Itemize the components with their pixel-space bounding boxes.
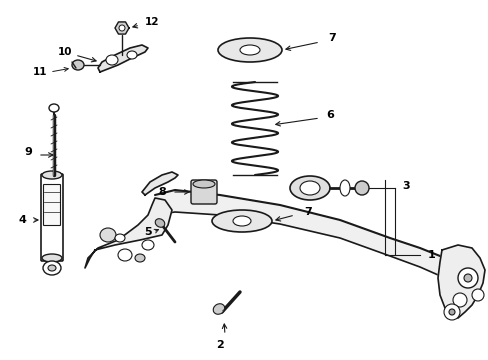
Ellipse shape: [299, 181, 319, 195]
Ellipse shape: [212, 210, 271, 232]
Ellipse shape: [155, 219, 164, 227]
Ellipse shape: [354, 181, 368, 195]
Ellipse shape: [106, 55, 118, 65]
Text: 9: 9: [24, 147, 32, 157]
Ellipse shape: [240, 45, 260, 55]
Text: 10: 10: [58, 47, 72, 57]
FancyBboxPatch shape: [41, 174, 63, 261]
Polygon shape: [155, 190, 459, 283]
Ellipse shape: [127, 51, 137, 59]
Text: 6: 6: [325, 110, 333, 120]
Ellipse shape: [463, 274, 471, 282]
Ellipse shape: [213, 304, 224, 314]
Polygon shape: [115, 22, 129, 34]
Ellipse shape: [118, 249, 132, 261]
Ellipse shape: [48, 265, 56, 271]
Ellipse shape: [43, 261, 61, 275]
Ellipse shape: [471, 289, 483, 301]
Text: 11: 11: [33, 67, 47, 77]
Text: 8: 8: [158, 187, 165, 197]
Ellipse shape: [289, 176, 329, 200]
Ellipse shape: [218, 38, 282, 62]
Polygon shape: [85, 198, 172, 268]
Ellipse shape: [193, 180, 215, 188]
Ellipse shape: [142, 240, 154, 250]
Polygon shape: [437, 245, 484, 318]
Ellipse shape: [119, 25, 125, 31]
Text: 12: 12: [144, 17, 159, 27]
Ellipse shape: [115, 234, 125, 242]
Ellipse shape: [443, 304, 459, 320]
Text: 2: 2: [216, 340, 224, 350]
Text: 5: 5: [144, 227, 151, 237]
Ellipse shape: [72, 60, 84, 70]
Text: 3: 3: [401, 181, 409, 191]
Text: 7: 7: [304, 207, 311, 217]
Polygon shape: [98, 45, 148, 72]
Ellipse shape: [42, 171, 62, 179]
Ellipse shape: [135, 254, 145, 262]
Ellipse shape: [452, 293, 466, 307]
FancyBboxPatch shape: [191, 180, 217, 204]
Ellipse shape: [448, 309, 454, 315]
Text: 1: 1: [427, 250, 435, 260]
Text: 4: 4: [18, 215, 26, 225]
Text: 7: 7: [327, 33, 335, 43]
Polygon shape: [142, 172, 178, 195]
FancyBboxPatch shape: [43, 184, 61, 225]
Ellipse shape: [42, 254, 62, 262]
Ellipse shape: [49, 104, 59, 112]
Ellipse shape: [457, 268, 477, 288]
Ellipse shape: [339, 180, 349, 196]
Ellipse shape: [100, 228, 116, 242]
Ellipse shape: [232, 216, 250, 226]
